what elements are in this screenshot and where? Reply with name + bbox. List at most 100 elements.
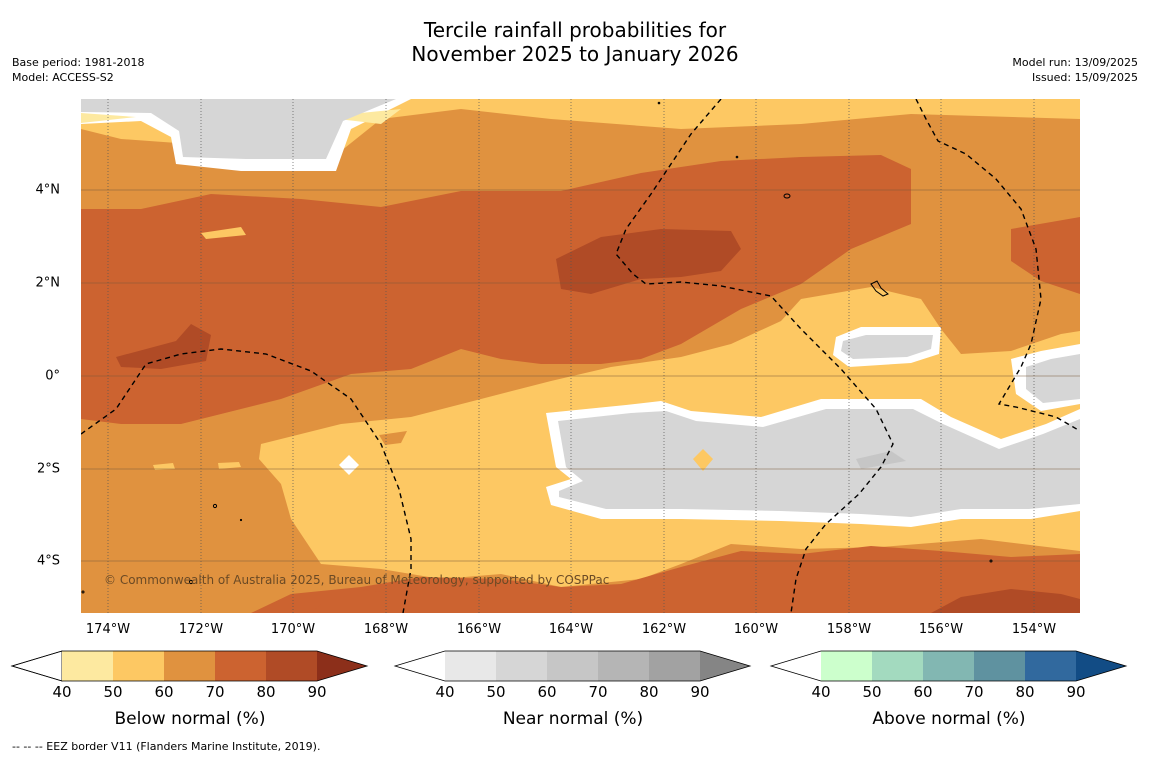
colorbar-below-normal xyxy=(10,650,369,682)
cb-above-tick: 60 xyxy=(913,683,933,701)
x-tick: 164°W xyxy=(548,622,594,637)
cb-near-tick: 60 xyxy=(537,683,557,701)
south-west-patch xyxy=(311,589,391,613)
x-tick: 160°W xyxy=(733,622,779,637)
ne-near-normal-grey xyxy=(841,335,933,359)
base-period-label: Base period: 1981-2018 xyxy=(12,56,145,69)
cb-above-seg-0 xyxy=(771,651,821,681)
cb-below-seg-6 xyxy=(317,651,367,681)
island-7 xyxy=(989,559,993,563)
issued-label: Issued: 15/09/2025 xyxy=(1031,71,1138,84)
eez-footnote: -- -- -- EEZ border V11 (Flanders Marine… xyxy=(12,740,321,753)
island-9 xyxy=(81,590,85,594)
cb-above-seg-1 xyxy=(821,651,872,681)
x-tick: 158°W xyxy=(826,622,872,637)
y-tick: 4°N xyxy=(35,182,61,198)
cb-near-tick: 50 xyxy=(486,683,506,701)
cb-above-tick: 40 xyxy=(811,683,831,701)
cb-below-tick: 50 xyxy=(103,683,123,701)
cb-above-tick: 90 xyxy=(1066,683,1086,701)
cb-near-tick: 80 xyxy=(639,683,659,701)
dark-patch-west xyxy=(116,324,211,369)
island-4 xyxy=(870,280,889,297)
x-tick: 170°W xyxy=(270,622,316,637)
island-3 xyxy=(783,193,791,199)
cb-below-tick: 90 xyxy=(307,683,327,701)
south-dark-band xyxy=(251,546,1080,613)
probability-map[interactable] xyxy=(81,99,1080,613)
cb-above-seg-4 xyxy=(974,651,1025,681)
chart-title: Tercile rainfall probabilities for Novem… xyxy=(0,18,1150,66)
pale-patch-d xyxy=(339,455,359,475)
model-label: Model: ACCESS-S2 xyxy=(12,71,114,84)
y-tick: 2°S xyxy=(36,461,60,477)
cb-below-tick: 80 xyxy=(256,683,276,701)
eez-borders xyxy=(81,99,1080,613)
cb-near-seg-1 xyxy=(445,651,496,681)
cb-near-seg-2 xyxy=(496,651,547,681)
y-tick: 0° xyxy=(45,368,60,384)
e-edge-near-normal-grey xyxy=(1026,354,1080,403)
x-tick: 154°W xyxy=(1011,622,1057,637)
title-line-1: Tercile rainfall probabilities for xyxy=(423,18,727,42)
meta-right: Model run: 13/09/2025 Issued: 15/09/2025 xyxy=(1012,55,1138,85)
cb-near-seg-5 xyxy=(649,651,700,681)
grid-lines xyxy=(81,99,1080,613)
x-tick: 172°W xyxy=(178,622,224,637)
cb-below-seg-3 xyxy=(164,651,215,681)
cb-below-tick: 60 xyxy=(154,683,174,701)
colorbar-above-normal xyxy=(769,650,1128,682)
cb-near-seg-6 xyxy=(700,651,750,681)
cb-near-tick: 40 xyxy=(435,683,455,701)
dark-patch-central xyxy=(556,229,741,294)
east-near-normal-grey xyxy=(558,409,1080,517)
cb-near-tick: 90 xyxy=(690,683,710,701)
model-run-label: Model run: 13/09/2025 xyxy=(1012,56,1138,69)
legend-above-title: Above normal (%) xyxy=(872,709,1026,729)
title-line-2: November 2025 to January 2026 xyxy=(411,42,739,66)
east-mid-orange-island xyxy=(693,449,713,471)
pale-patch-c xyxy=(218,462,241,469)
cb-above-seg-5 xyxy=(1025,651,1076,681)
x-tick: 156°W xyxy=(918,622,964,637)
cb-below-seg-0 xyxy=(10,650,63,682)
cb-above-seg-3 xyxy=(923,651,974,681)
cb-below-seg-2 xyxy=(113,651,164,681)
x-tick: 168°W xyxy=(363,622,409,637)
cb-below-seg-4 xyxy=(215,651,266,681)
cb-near-seg-0 xyxy=(395,651,445,681)
pale-patch-a xyxy=(201,227,246,239)
island-2 xyxy=(735,155,739,159)
island-1 xyxy=(657,101,661,105)
island-6 xyxy=(188,579,194,585)
cb-above-seg-6 xyxy=(1076,651,1126,681)
island-8 xyxy=(239,518,243,522)
cb-above-tick: 50 xyxy=(862,683,882,701)
south-darkest-patch xyxy=(931,589,1080,613)
cb-above-seg-2 xyxy=(872,651,923,681)
legend-near-title: Near normal (%) xyxy=(502,709,644,729)
islands xyxy=(81,101,993,594)
cb-below-tick: 70 xyxy=(205,683,225,701)
colorbar-near-normal xyxy=(393,650,752,682)
legend-below-title: Below normal (%) xyxy=(114,709,266,729)
meta-left: Base period: 1981-2018 Model: ACCESS-S2 xyxy=(12,55,144,85)
eez-border-west xyxy=(81,348,412,613)
cb-below-tick: 40 xyxy=(52,683,72,701)
cb-above-tick: 70 xyxy=(964,683,984,701)
island-5 xyxy=(212,503,218,509)
cb-near-seg-3 xyxy=(547,651,598,681)
east-grey-dark-streak xyxy=(856,451,906,469)
cb-near-seg-4 xyxy=(598,651,649,681)
cb-near-tick: 70 xyxy=(588,683,608,701)
eez-border-central xyxy=(615,99,894,613)
equatorial-dark-band xyxy=(81,155,911,424)
x-tick: 174°W xyxy=(85,622,131,637)
x-tick: 162°W xyxy=(641,622,687,637)
nw-near-normal-grey xyxy=(81,99,396,159)
map-copyright: © Commonwealth of Australia 2025, Bureau… xyxy=(104,573,610,587)
cb-above-tick: 80 xyxy=(1015,683,1035,701)
dark-patch-north-east xyxy=(1011,217,1080,294)
y-tick: 2°N xyxy=(35,275,61,291)
pale-patch-b xyxy=(153,463,175,470)
